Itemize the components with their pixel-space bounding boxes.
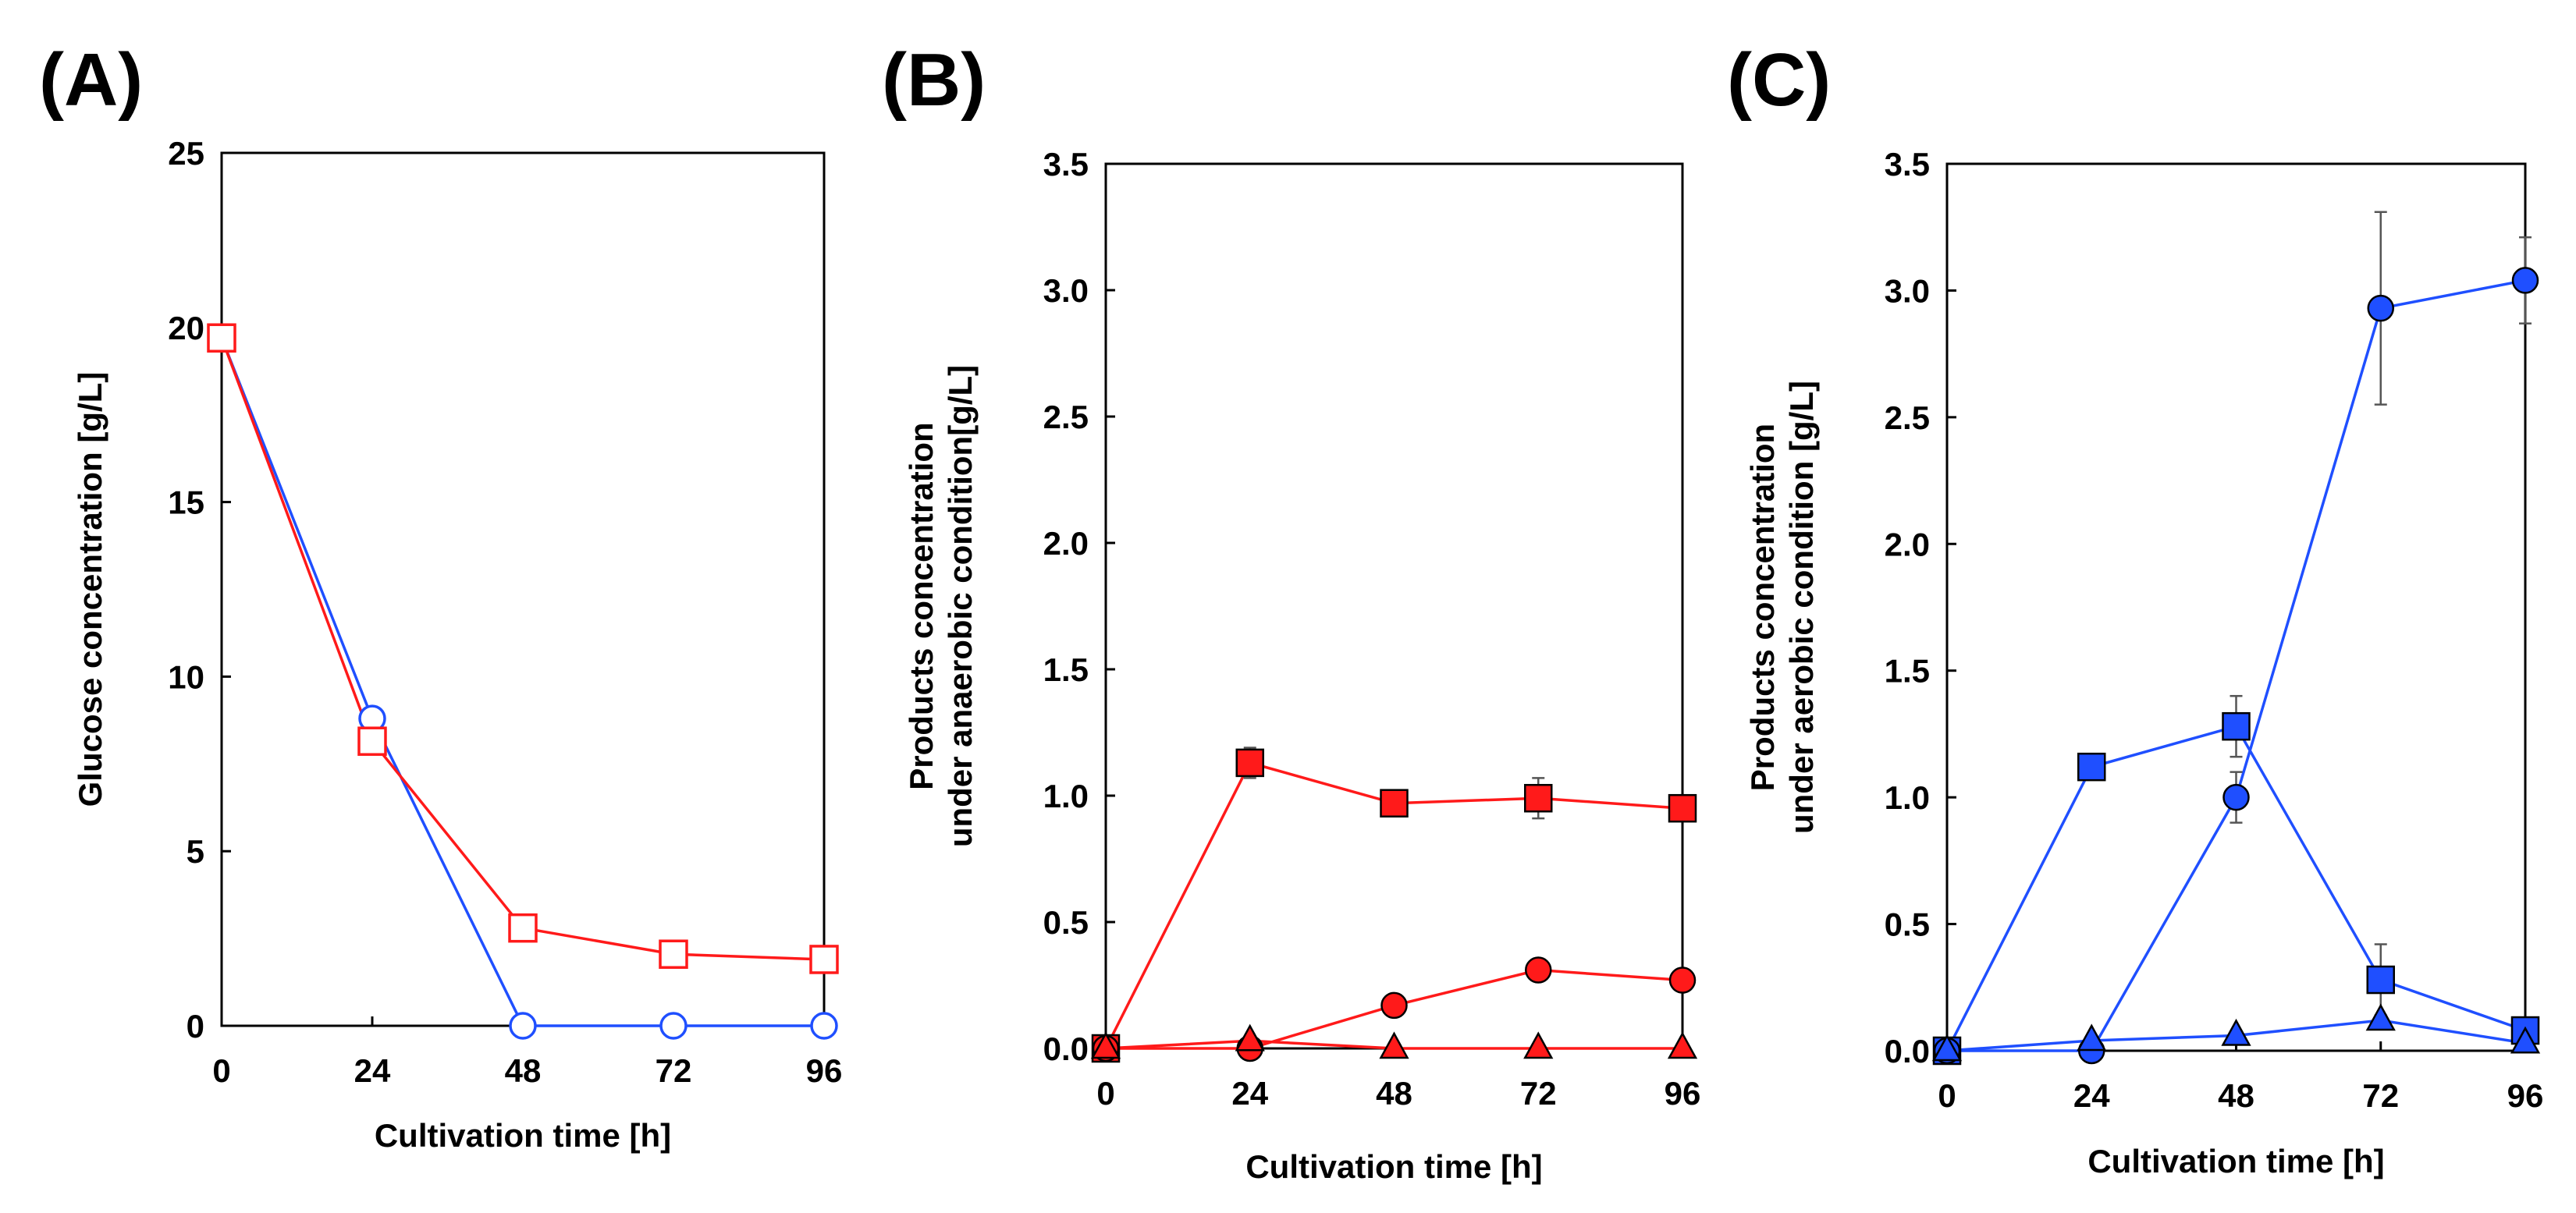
data-point-circle	[1525, 956, 1552, 984]
data-point-triangle	[1523, 1031, 1554, 1059]
y-tick-label: 1.5	[1885, 653, 1930, 690]
x-tick-label: 48	[2218, 1077, 2254, 1114]
y-tick-label: 0	[187, 1008, 204, 1045]
x-tick-label: 48	[1376, 1075, 1412, 1112]
x-tick-label: 72	[2362, 1077, 2399, 1114]
data-point-square	[1235, 748, 1264, 778]
data-point-square	[1524, 783, 1553, 813]
y-tick-label: 0.5	[1885, 906, 1930, 943]
y-tick-label: 2.0	[1885, 526, 1930, 562]
data-point-square	[357, 726, 387, 756]
x-tick-label: 48	[505, 1052, 542, 1089]
data-point-triangle	[1090, 1031, 1121, 1059]
x-tick-label: 96	[1665, 1075, 1701, 1112]
data-point-circle	[1668, 966, 1697, 994]
x-axis-title: Cultivation time [h]	[1245, 1148, 1542, 1185]
data-point-triangle	[2510, 1026, 2541, 1054]
y-tick-label: 1.5	[1043, 651, 1089, 688]
series-line-1	[220, 337, 825, 961]
x-tick-label: 96	[806, 1052, 843, 1089]
y-tick-label: 1.0	[1885, 779, 1930, 816]
y-tick-label: 15	[168, 484, 204, 521]
panel-b: (B) 0.0 0.5 1.0 1.5 2.0 2.5 3.0 3.5 0 24 48 72 96 Cult…	[882, 38, 1700, 1185]
x-tick-label: 72	[1520, 1075, 1557, 1112]
y-tick-label: 0.0	[1885, 1033, 1930, 1069]
y-axis-title-line: Products concentration	[903, 422, 940, 789]
y-tick-label: 0.5	[1043, 904, 1089, 941]
data-point-circle	[2511, 267, 2539, 294]
data-point-triangle	[2221, 1018, 2251, 1046]
y-tick-label: 1.0	[1043, 778, 1089, 814]
data-point-triangle	[1931, 1034, 1963, 1062]
data-point-triangle	[1667, 1031, 1698, 1059]
x-axis-title: Cultivation time [h]	[2087, 1143, 2384, 1179]
x-tick-label: 24	[354, 1052, 391, 1089]
y-axis-title: Products concentrationunder anaerobic co…	[903, 365, 979, 847]
x-tick-label: 24	[2073, 1077, 2110, 1114]
x-tick-label: 96	[2507, 1077, 2544, 1114]
y-tick-label: 3.5	[1885, 146, 1930, 183]
x-tick-label: 0	[1096, 1075, 1114, 1112]
data-point-triangle	[2365, 1003, 2396, 1031]
x-tick-label: 0	[212, 1052, 230, 1089]
y-tick-label: 5	[187, 833, 204, 870]
y-axis-title-line: under anaerobic condition[g/L]	[942, 365, 979, 847]
y-tick-label: 2.0	[1043, 525, 1089, 562]
y-axis-title: Glucose concentration [g/L]	[72, 372, 108, 807]
plot-frame	[220, 151, 826, 1027]
y-tick-label: 25	[168, 135, 204, 172]
data-point-triangle	[1235, 1023, 1265, 1052]
y-axis-title-line: under aerobic condition [g/L]	[1783, 381, 1820, 834]
x-tick-label: 24	[1231, 1075, 1268, 1112]
y-tick-label: 10	[168, 658, 204, 695]
data-point-circle	[2222, 783, 2250, 811]
panel-c: (C) 0.0 0.5 1.0 1.5 2.0 2.5 3.0 3.5 0 24 48 72 96 Cult…	[1727, 38, 2543, 1179]
data-point-triangle	[2077, 1023, 2107, 1052]
plot-frame	[1104, 162, 1684, 1050]
y-tick-label: 3.0	[1043, 272, 1089, 309]
y-tick-label: 3.5	[1043, 146, 1089, 183]
data-point-square	[2222, 711, 2251, 741]
y-tick-label: 0.0	[1043, 1030, 1089, 1067]
series-line-1	[1947, 278, 2526, 1052]
panel-label: (C)	[1727, 38, 1831, 122]
data-point-square	[1668, 793, 1697, 823]
data-point-square	[508, 913, 538, 943]
x-axis-title: Cultivation time [h]	[375, 1117, 671, 1154]
y-tick-label: 2.5	[1043, 399, 1089, 435]
y-axis-title: Products concentrationunder aerobic cond…	[1744, 381, 1820, 834]
x-tick-label: 72	[656, 1052, 692, 1089]
data-point-circle	[2367, 294, 2394, 322]
y-tick-label: 3.0	[1885, 272, 1930, 309]
panel-label: (B)	[882, 38, 986, 122]
data-point-square	[2366, 965, 2395, 995]
x-tick-label: 0	[1938, 1077, 1956, 1114]
data-point-square	[1380, 789, 1409, 818]
y-axis-title-line: Products concentration	[1744, 424, 1781, 791]
y-tick-label: 2.5	[1885, 399, 1930, 436]
panel-a: (A) 0 5 10 15 20 25 0 24 48 72 96 Cultivation time […	[39, 38, 842, 1154]
data-point-square	[207, 323, 236, 353]
data-point-triangle	[1379, 1031, 1409, 1059]
data-point-circle	[659, 1012, 688, 1040]
data-point-square	[2077, 752, 2106, 782]
panel-label: (A)	[39, 38, 143, 122]
data-point-circle	[810, 1012, 838, 1040]
data-point-circle	[1380, 991, 1408, 1020]
data-point-square	[659, 939, 688, 969]
data-point-circle	[509, 1012, 537, 1040]
y-tick-label: 20	[168, 310, 204, 346]
data-point-square	[809, 945, 839, 974]
